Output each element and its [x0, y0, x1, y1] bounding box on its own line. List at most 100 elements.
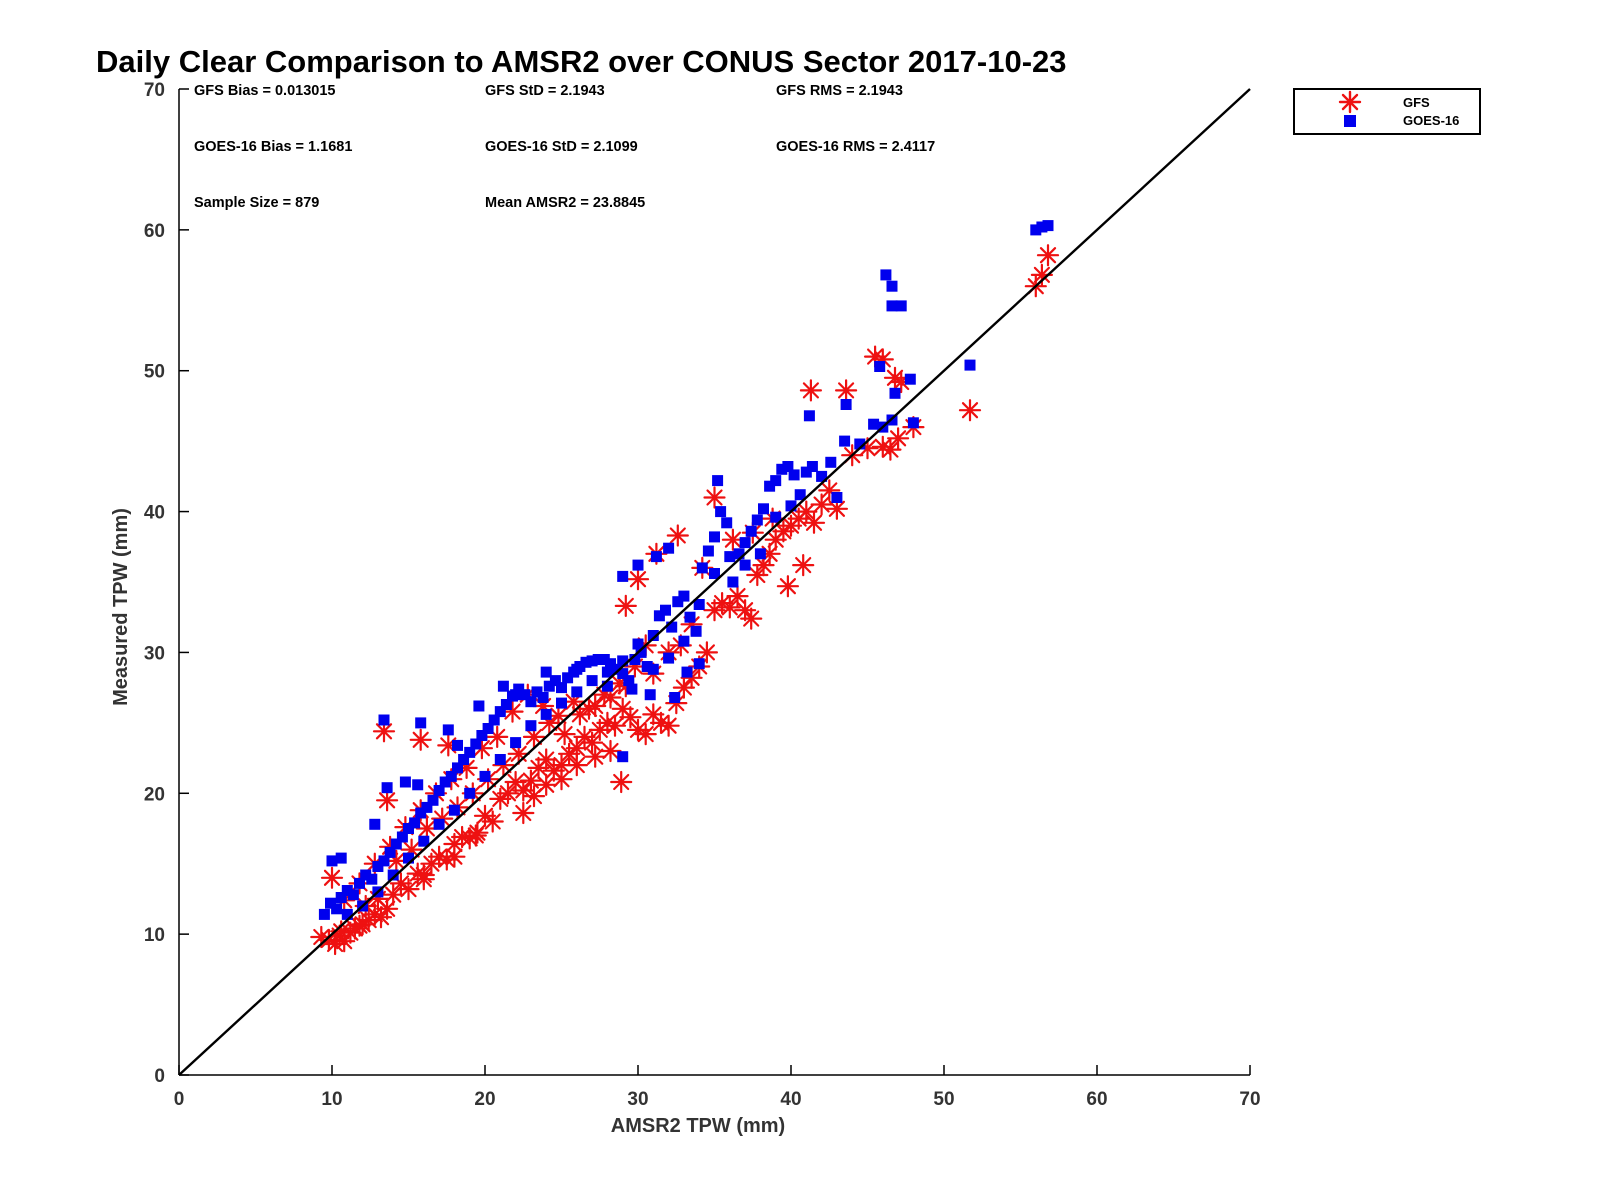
gfs-point — [626, 568, 650, 591]
goes16-point — [442, 724, 454, 736]
goes16-point — [390, 838, 402, 850]
goes16-point — [384, 846, 396, 858]
gfs-point — [657, 714, 680, 737]
goes16-point — [678, 590, 690, 602]
goes16-point — [663, 652, 675, 664]
gfs-point — [568, 703, 592, 726]
goes16-point — [325, 897, 336, 909]
goes16-point — [690, 625, 702, 637]
chart-title: Daily Clear Comparison to AMSR2 over CON… — [96, 44, 1067, 79]
goes16-point — [415, 717, 427, 729]
goes16-point — [396, 831, 408, 843]
gfs-point — [320, 866, 344, 889]
goes16-point — [479, 770, 491, 782]
goes16-point — [448, 804, 460, 816]
goes16-point — [403, 852, 414, 864]
goes16-point — [543, 680, 555, 692]
goes16-point — [754, 548, 766, 560]
gfs-point — [799, 379, 823, 402]
goes16-point — [886, 280, 898, 292]
gfs-point — [879, 438, 902, 461]
gfs-point — [599, 739, 622, 763]
goes16-point — [727, 576, 739, 588]
goes16-point — [803, 410, 815, 422]
plot-area: 0 10 20 30 40 50 60 70 0 10 20 30 40 50 60 70 — [144, 80, 1261, 1110]
goes16-point — [531, 686, 543, 698]
gfs-point — [802, 511, 826, 534]
goes16-point — [537, 692, 549, 703]
stat-gfs-std: GFS StD = 2.1943 — [485, 83, 605, 99]
gfs-point — [553, 722, 576, 746]
goes16-point — [556, 682, 567, 694]
goes16-point — [644, 689, 656, 701]
gfs-point — [565, 753, 588, 777]
goes16-point — [623, 675, 635, 687]
goes16-point — [366, 873, 378, 885]
goes16-point — [880, 269, 892, 281]
goes16-point — [693, 658, 705, 670]
goes16-point — [372, 861, 384, 872]
gfs-point — [519, 769, 543, 792]
goes16-point — [715, 506, 727, 518]
gfs-point — [718, 596, 741, 619]
goes16-point — [513, 683, 525, 695]
gfs-point — [695, 641, 719, 664]
goes16-point — [586, 675, 598, 687]
goes16-point — [369, 818, 381, 830]
gfs-point — [958, 399, 982, 422]
goes16-point — [331, 903, 343, 915]
gfs-point — [550, 753, 573, 777]
goes16-point — [785, 500, 797, 512]
y-tick-label: 20 — [144, 784, 165, 805]
goes16-point — [540, 666, 552, 678]
goes16-point — [387, 869, 399, 881]
y-tick-label: 60 — [144, 221, 165, 242]
gfs-point — [810, 493, 833, 516]
goes16-point — [464, 787, 476, 799]
goes16-point — [641, 661, 653, 672]
goes16-point — [445, 770, 457, 782]
gfs-point — [376, 789, 399, 812]
gfs-point — [415, 817, 438, 840]
goes16-point — [770, 475, 782, 487]
goes16-point — [907, 417, 919, 429]
goes16-point — [1030, 224, 1042, 236]
goes16-point — [335, 852, 347, 864]
goes16-point — [709, 568, 720, 579]
goes16-point — [341, 885, 353, 896]
goes16-point — [421, 801, 433, 813]
goes16-point — [473, 700, 485, 712]
goes16-point — [525, 696, 537, 708]
gfs-point — [550, 768, 573, 791]
legend-gfs-label: GFS — [1403, 95, 1430, 110]
gfs-point — [886, 427, 910, 450]
goes16-point — [696, 562, 708, 574]
goes16-point — [525, 720, 537, 732]
stat-gfs-rms: GFS RMS = 2.1943 — [776, 83, 903, 99]
gfs-point — [740, 607, 763, 630]
gfs-point — [634, 722, 657, 746]
goes16-point — [464, 746, 476, 758]
goes16-point — [497, 680, 509, 692]
goes16-point — [598, 654, 610, 665]
gfs-point — [584, 745, 607, 768]
goes16-point — [684, 611, 696, 623]
legend-goes-marker-icon — [1344, 115, 1356, 127]
goes16-point — [611, 663, 623, 675]
goes16-point — [745, 525, 757, 537]
goes16-point — [693, 599, 705, 610]
goes16-point — [580, 656, 592, 668]
goes16-point — [326, 855, 338, 867]
goes16-point — [895, 300, 907, 312]
goes16-point — [381, 782, 393, 794]
gfs-point — [409, 728, 432, 751]
goes16-point — [360, 869, 372, 881]
goes16-point — [571, 686, 583, 698]
y-tick-label: 10 — [144, 925, 165, 946]
goes16-point — [519, 689, 531, 701]
gfs-point — [348, 914, 371, 937]
goes16-point — [776, 463, 788, 475]
goes16-point — [1042, 220, 1054, 232]
goes16-point — [758, 503, 769, 515]
